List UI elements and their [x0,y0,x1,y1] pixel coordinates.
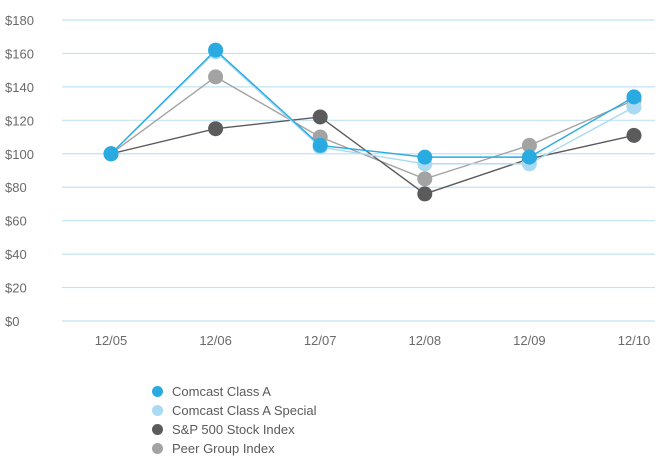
legend-label: Comcast Class A [172,384,271,399]
legend-label: Comcast Class A Special [172,403,317,418]
x-tick-label: 12/09 [513,333,546,348]
y-tick-label: $180 [5,13,34,28]
legend-label: Peer Group Index [172,441,275,456]
legend-marker [152,424,163,435]
data-point [208,42,224,58]
legend-item: Comcast Class A Special [152,401,317,420]
series-group [103,42,642,202]
y-tick-label: $140 [5,80,34,95]
y-tick-label: $160 [5,46,34,61]
y-tick-label: $0 [5,314,19,329]
legend-marker [152,386,163,397]
y-tick-label: $60 [5,214,27,229]
x-tick-label: 12/07 [304,333,337,348]
x-axis-tick-labels: 12/05 12/06 12/07 12/08 12/09 12/10 [95,333,651,348]
legend: Comcast Class A Comcast Class A Special S&… [152,382,317,458]
series-line [110,76,635,180]
data-point [417,149,433,165]
y-tick-label: $20 [5,281,27,296]
data-point [312,109,328,125]
data-point [521,137,537,153]
y-tick-label: $40 [5,247,27,262]
series-line [110,49,635,158]
legend-item: S&P 500 Stock Index [152,420,317,439]
y-tick-label: $120 [5,113,34,128]
gridlines [62,19,655,322]
y-axis-tick-labels: $0 $20 $40 $60 $80 $100 $120 $140 $160 $180 [5,13,34,329]
legend-label: S&P 500 Stock Index [172,422,295,437]
x-tick-label: 12/08 [409,333,442,348]
series-line [110,50,635,165]
data-point [626,89,642,105]
data-point [417,171,433,187]
data-point [208,69,224,85]
data-point [103,146,119,162]
legend-marker [152,443,163,454]
legend-item: Comcast Class A [152,382,317,401]
x-tick-label: 12/06 [199,333,232,348]
data-point [626,127,642,143]
legend-item: Peer Group Index [152,439,317,458]
data-point [208,121,224,137]
y-tick-label: $80 [5,180,27,195]
legend-marker [152,405,163,416]
data-point [521,149,537,165]
data-point [417,186,433,202]
series-comcast-class-a [103,42,642,165]
y-tick-label: $100 [5,147,34,162]
x-tick-label: 12/05 [95,333,128,348]
data-point [312,137,328,153]
x-tick-label: 12/10 [618,333,651,348]
